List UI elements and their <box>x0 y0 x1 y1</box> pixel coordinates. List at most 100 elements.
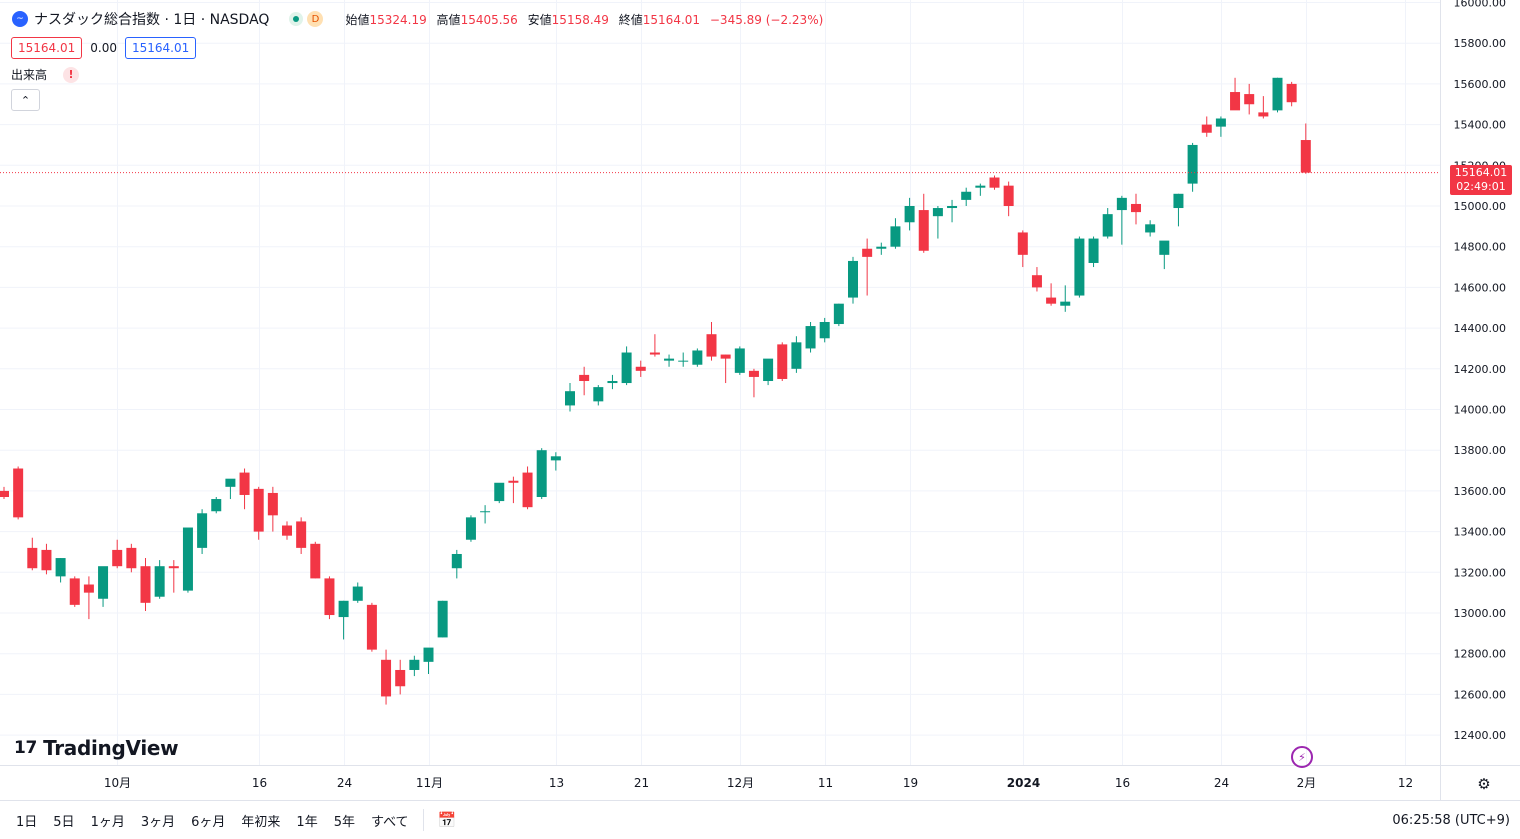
candle[interactable] <box>41 543 52 575</box>
candle[interactable] <box>777 342 788 382</box>
candle[interactable] <box>536 448 547 500</box>
candle[interactable] <box>239 468 250 510</box>
warning-icon[interactable]: ! <box>63 66 80 83</box>
candle[interactable] <box>1272 77 1283 113</box>
range-button[interactable]: 6ヶ月 <box>191 814 226 830</box>
candle[interactable] <box>1003 181 1014 217</box>
candle[interactable] <box>720 354 731 384</box>
candle[interactable] <box>140 558 151 611</box>
candle[interactable] <box>451 549 462 579</box>
candle[interactable] <box>890 218 901 249</box>
candle[interactable] <box>1046 283 1057 306</box>
candle[interactable] <box>607 374 618 390</box>
candle[interactable] <box>1187 142 1198 192</box>
candle[interactable] <box>621 346 632 386</box>
candle[interactable] <box>381 649 392 705</box>
candle[interactable] <box>763 358 774 386</box>
market-status[interactable]: D <box>289 11 324 27</box>
candle[interactable] <box>1088 236 1099 268</box>
candle[interactable] <box>593 385 604 406</box>
sell-price-button[interactable]: 15164.01 <box>11 37 83 59</box>
candle[interactable] <box>550 452 561 471</box>
candle[interactable] <box>791 336 802 373</box>
candle[interactable] <box>961 187 972 206</box>
candle[interactable] <box>522 466 533 510</box>
candle[interactable] <box>282 521 292 540</box>
candle[interactable] <box>0 486 9 500</box>
candle[interactable] <box>848 256 858 304</box>
candle[interactable] <box>1131 193 1141 225</box>
candle[interactable] <box>352 582 363 603</box>
candle[interactable] <box>947 199 958 223</box>
candle[interactable] <box>833 303 844 327</box>
candle[interactable] <box>437 600 448 638</box>
candle[interactable] <box>819 317 830 343</box>
candle[interactable] <box>27 537 38 571</box>
candle[interactable] <box>678 352 689 367</box>
range-button[interactable]: 5年 <box>333 814 355 830</box>
candle[interactable] <box>1116 195 1127 245</box>
candle[interactable] <box>267 486 278 532</box>
range-button[interactable]: 1ヶ月 <box>90 814 125 830</box>
candle[interactable] <box>805 321 816 353</box>
flash-icon[interactable]: ⚡ <box>1291 746 1313 768</box>
candle[interactable] <box>635 360 646 377</box>
candle[interactable] <box>168 560 179 593</box>
candle[interactable] <box>1031 267 1042 292</box>
candle[interactable] <box>692 348 703 367</box>
candle[interactable] <box>1159 240 1170 270</box>
candle[interactable] <box>366 602 377 652</box>
candle[interactable] <box>508 476 519 504</box>
candle[interactable] <box>748 368 759 398</box>
candle[interactable] <box>975 183 986 196</box>
candle[interactable] <box>904 197 915 231</box>
candle[interactable] <box>579 366 590 396</box>
candle[interactable] <box>706 321 717 361</box>
candle[interactable] <box>1060 285 1071 312</box>
candle[interactable] <box>409 655 420 677</box>
candle[interactable] <box>1244 83 1255 115</box>
candle[interactable] <box>1173 193 1184 227</box>
range-button[interactable]: すべて <box>370 814 409 830</box>
candle[interactable] <box>126 543 137 573</box>
candle[interactable] <box>83 576 94 620</box>
candle[interactable] <box>211 497 222 514</box>
candle[interactable] <box>310 541 321 579</box>
candle[interactable] <box>989 175 1000 190</box>
data-delay-badge[interactable]: D <box>307 11 324 27</box>
candle[interactable] <box>1074 236 1085 298</box>
candle[interactable] <box>1102 208 1113 239</box>
range-button[interactable]: 1年 <box>296 814 318 830</box>
candle[interactable] <box>338 600 349 640</box>
candle[interactable] <box>98 566 109 607</box>
candle[interactable] <box>253 486 264 540</box>
candle[interactable] <box>465 515 476 542</box>
candle[interactable] <box>1300 123 1311 174</box>
candle[interactable] <box>649 334 660 357</box>
candle[interactable] <box>182 527 193 593</box>
candle[interactable] <box>423 647 434 675</box>
candle[interactable] <box>154 560 165 599</box>
tradingview-logo[interactable]: 17 TradingView <box>14 736 179 760</box>
candle[interactable] <box>1215 116 1226 137</box>
symbol-logo-icon[interactable]: ~ <box>12 11 28 27</box>
candle[interactable] <box>112 539 123 569</box>
candle[interactable] <box>225 478 236 500</box>
chart-area[interactable]: 16000.0015800.0015600.0015400.0015200.00… <box>0 0 1520 800</box>
candle[interactable] <box>296 517 307 554</box>
candle[interactable] <box>1230 77 1241 111</box>
candle[interactable] <box>197 509 208 554</box>
candle[interactable] <box>480 505 491 524</box>
candle[interactable] <box>862 238 873 296</box>
candle[interactable] <box>494 482 505 504</box>
candlestick-chart[interactable]: 16000.0015800.0015600.0015400.0015200.00… <box>0 0 1520 800</box>
candle[interactable] <box>1258 96 1269 119</box>
buy-price-button[interactable]: 15164.01 <box>124 37 197 59</box>
candle[interactable] <box>69 576 80 607</box>
range-button[interactable]: 3ヶ月 <box>140 814 176 830</box>
candle[interactable] <box>395 659 406 695</box>
candle[interactable] <box>13 466 24 520</box>
volume-label[interactable]: 出来高 <box>11 68 48 82</box>
candle[interactable] <box>664 354 675 367</box>
calendar-icon[interactable]: 📅 <box>437 811 457 829</box>
